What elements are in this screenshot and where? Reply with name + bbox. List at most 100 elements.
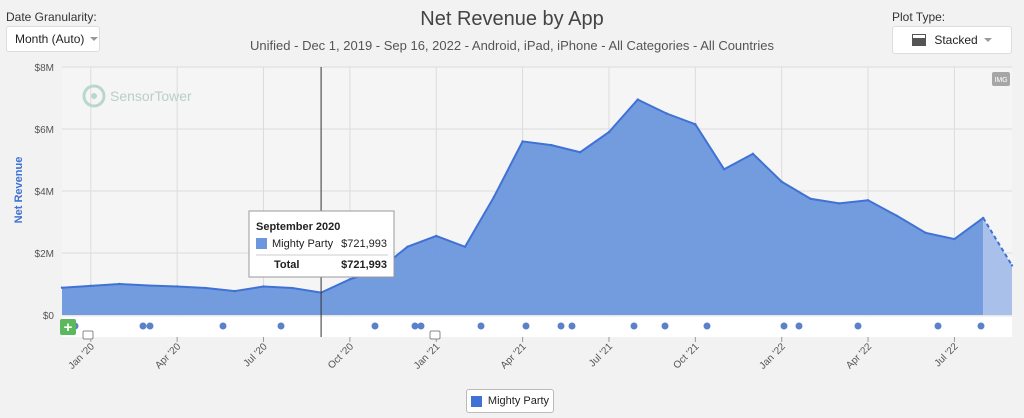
sensortower-logo-dot [91,93,97,99]
area-fill [62,99,984,315]
x-tick-label: Apr '20 [153,341,183,371]
granularity-dropdown[interactable]: Month (Auto) [6,26,100,52]
x-tick-label: Jan '22 [757,341,788,372]
data-point [262,285,265,288]
event-marker-icon [146,322,154,330]
data-point [175,285,179,288]
x-tick-label: Jul '22 [933,341,961,369]
data-point [636,98,639,101]
x-tick-label: Oct '21 [671,341,701,371]
data-point [665,112,668,115]
chart-title: Net Revenue by App [420,8,604,30]
data-point [60,286,64,289]
data-point [953,237,956,241]
x-tick-label: Jul '20 [242,341,270,369]
data-point [982,216,985,220]
event-marker-icon [661,322,669,330]
data-point [578,151,582,154]
data-point [866,199,870,202]
data-point [780,180,783,183]
x-tick-label: Jan '20 [67,341,98,372]
event-marker-icon [477,322,485,330]
event-marker-icon [568,322,576,330]
add-annotation-bg [60,319,76,335]
data-point [809,197,812,200]
legend-label: Mighty Party [487,395,550,407]
chart-subtitle: Unified - Dec 1, 2019 - Sep 16, 2022 - A… [250,38,774,53]
watermark: SensorTower [82,84,192,108]
tooltip-series-name: Mighty Party [272,238,334,250]
plot-type-value: Stacked [934,33,978,47]
x-tick-label: Jul '21 [587,341,615,369]
event-marker-icon [630,322,638,330]
granularity-value: Month (Auto) [15,32,85,46]
y-tick-label: $6M [35,125,54,136]
watermark-text: SensorTower [110,88,192,104]
img-badge[interactable]: IMG [992,72,1010,86]
data-point [1010,264,1014,267]
plot-type-label: Plot Type: [892,10,946,24]
y-tick-label: $8M [35,63,54,74]
comment-icon [82,330,94,340]
add-annotation-button[interactable]: + [60,319,76,336]
plot-type-dropdown[interactable]: Stacked [892,26,1012,54]
data-point [607,130,611,134]
event-marker-icon [780,322,788,330]
data-point [492,196,496,199]
tooltip-box [248,210,395,278]
y-tick-label: $4M [35,187,54,198]
data-point [924,231,927,235]
data-point [291,286,294,290]
data-point [147,284,150,287]
y-tick-label: $0 [43,311,55,322]
chevron-down-icon [983,38,992,42]
img-badge-label: IMG [994,77,1007,84]
event-marker-icon [854,322,862,330]
event-marker-icon [703,322,711,330]
event-marker-icon [411,322,419,330]
tooltip-total-label: Total [274,259,299,271]
y-axis-label: Net Revenue [13,157,25,224]
tooltip-series-value: $721,993 [341,238,387,250]
x-tick-label: Jan '21 [412,341,443,372]
projected-line [982,217,1013,266]
projected-area-fill [983,217,1012,315]
y-tick-label: $2M [35,249,54,260]
event-marker-icon [219,322,227,330]
data-point [118,282,121,286]
plus-icon: + [64,319,73,336]
event-marker-icon [139,322,147,330]
stacked-chart-icon [912,34,927,46]
legend-item-mighty-party[interactable]: Mighty Party [466,389,554,413]
data-point [838,202,841,205]
data-point [751,152,755,155]
data-point [233,289,236,293]
tooltip-title: September 2020 [256,221,340,233]
data-point [89,284,92,288]
data-point [204,286,208,290]
data-point [463,245,467,248]
data-point [722,168,726,171]
event-marker-icon [934,322,942,330]
x-tick-label: Apr '21 [499,341,529,371]
event-marker-icon [522,322,530,330]
tooltip: September 2020 Mighty Party $721,993 Tot… [248,210,395,278]
data-point [550,143,553,147]
event-marker-icon [557,322,565,330]
event-marker-icon [277,322,285,330]
data-point [694,123,697,126]
event-marker-icon [977,322,985,330]
event-marker-icon [795,322,803,330]
chevron-down-icon [90,37,99,41]
data-point [895,214,899,217]
x-tick-label: Oct '20 [326,341,356,371]
tooltip-swatch [256,238,267,249]
img-badge-bg [992,72,1010,86]
event-marker-icon [417,322,425,330]
data-point [406,245,409,248]
granularity-label: Date Granularity: [6,10,97,24]
comment-icon [429,330,441,340]
x-tick-label: Apr '22 [844,341,874,371]
tooltip-total-value: $721,993 [341,259,387,271]
